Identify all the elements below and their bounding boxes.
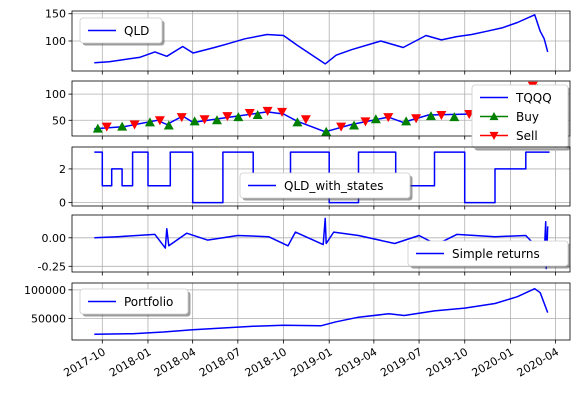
x-tick-label: 2019-10	[424, 345, 470, 379]
plot-area	[94, 151, 550, 204]
sell-marker	[262, 106, 273, 116]
x-tick-label: 2020-01	[470, 345, 516, 379]
legend-box	[407, 240, 569, 267]
legend: QLD	[79, 17, 165, 46]
axes-frame	[71, 214, 571, 273]
buy-marker	[163, 120, 174, 130]
panel-returns: -0.25 0.00 Simple returns	[38, 214, 571, 276]
buy-marker	[92, 123, 103, 133]
y-tick-label: 2	[59, 163, 66, 176]
sell-marker	[101, 122, 112, 132]
x-tick-label: 2019-04	[333, 345, 379, 379]
legend-box	[79, 288, 189, 315]
sell-marker	[277, 107, 288, 117]
x-tick-label: 2020-04	[515, 345, 561, 379]
x-tick-label: 2018-07	[197, 345, 243, 379]
y-tick-label: 0.00	[42, 232, 67, 245]
buy-marker	[449, 112, 460, 122]
panel-trades: 50 100 TQQQ Buy Sell	[45, 80, 571, 151]
sell-marker	[383, 113, 394, 123]
buy-marker	[211, 115, 222, 125]
legend-marker	[489, 112, 499, 121]
sell-marker	[300, 115, 311, 125]
sell-marker	[360, 117, 371, 127]
y-tick-label: 100	[45, 35, 66, 48]
x-tick-label: 2018-04	[152, 345, 198, 379]
legend-label: QLD_with_states	[284, 179, 383, 193]
sell-marker	[411, 114, 422, 124]
sell-marker	[176, 113, 187, 123]
y-tick-label: -0.25	[38, 260, 66, 273]
buy-marker	[349, 120, 360, 130]
legend: Simple returns	[407, 240, 571, 269]
sell-marker	[199, 115, 210, 125]
buy-marker	[321, 126, 332, 136]
legend: QLD_with_states	[239, 172, 413, 201]
legend-box	[239, 172, 411, 199]
buy-marker	[117, 121, 128, 131]
legend-box	[79, 17, 163, 44]
x-tick-label: 2017-10	[61, 345, 107, 379]
sell-marker	[154, 116, 165, 126]
x-tick-label: 2019-01	[288, 345, 334, 379]
series-line-portfolio	[94, 287, 549, 336]
buy-marker	[252, 110, 263, 120]
buy-marker	[401, 116, 412, 126]
y-tick-label: 50	[52, 114, 66, 127]
buy-marker	[370, 114, 381, 124]
plot-area	[94, 217, 549, 270]
y-tick-label: 150	[45, 8, 66, 21]
y-tick-label: 0	[59, 197, 66, 210]
axes-frame	[71, 146, 571, 207]
sell-marker	[129, 120, 140, 130]
legend-label: Simple returns	[452, 247, 540, 261]
buy-marker	[144, 117, 155, 127]
buy-marker	[233, 112, 244, 122]
axes-frame	[71, 10, 571, 72]
y-tick-label: 100	[45, 88, 66, 101]
legend-label: TQQQ	[515, 91, 552, 105]
legend-marker	[489, 131, 499, 140]
y-tick-label: 50000	[31, 312, 66, 325]
x-tick-label: 2018-10	[243, 345, 289, 379]
plot-area	[94, 287, 549, 336]
legend-label: QLD	[124, 24, 149, 38]
series-line-qld-with-states	[94, 151, 550, 204]
buy-marker	[189, 116, 200, 126]
x-tick-label: 2018-01	[107, 345, 153, 379]
axes-frame	[71, 282, 571, 341]
series-line-simple-returns	[94, 217, 549, 270]
buy-marker	[425, 111, 436, 121]
legend-label: Portfolio	[124, 295, 173, 309]
panel-price: 100 150 QLD	[45, 8, 571, 75]
legend: Portfolio	[79, 288, 191, 317]
sell-marker	[436, 111, 447, 121]
panel-portfolio: 50000 100000 Portfolio	[24, 282, 571, 344]
buy-marker	[292, 117, 303, 127]
panel-states: 0 2 QLD_with_states	[59, 146, 571, 210]
sell-marker	[244, 108, 255, 118]
legend: TQQQ Buy Sell	[471, 84, 571, 151]
plot-area	[94, 14, 549, 65]
legend-label: Buy	[516, 110, 539, 124]
legend-label: Sell	[516, 129, 538, 143]
sell-marker	[222, 112, 233, 122]
y-tick-label: 100000	[24, 284, 66, 297]
series-line-qld	[94, 14, 549, 65]
sell-marker	[336, 122, 347, 132]
x-tick-label: 2019-07	[378, 345, 424, 379]
